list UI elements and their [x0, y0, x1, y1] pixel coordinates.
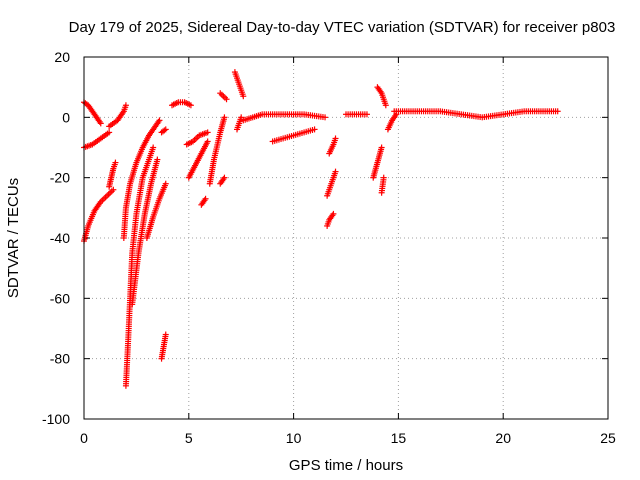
data-point — [378, 144, 385, 151]
data-point — [380, 174, 387, 181]
y-tick-label: 0 — [62, 109, 70, 125]
x-tick-label: 20 — [495, 430, 511, 446]
data-point — [122, 102, 129, 109]
data-points — [81, 69, 561, 389]
data-point — [161, 127, 168, 134]
data-point — [330, 210, 337, 217]
x-tick-label: 5 — [185, 430, 193, 446]
data-point — [332, 135, 339, 142]
data-point — [238, 114, 245, 121]
data-point — [202, 195, 209, 202]
grid — [84, 57, 608, 419]
data-point — [363, 111, 370, 118]
axis-ticks: 0 5 10 15 20 25 -100 -80 -60 -40 -20 0 20 — [42, 49, 616, 446]
plot-frame — [83, 56, 609, 420]
x-tick-label: 0 — [80, 430, 88, 446]
data-point — [204, 138, 211, 145]
y-axis-label: SDTVAR / TECUs — [5, 178, 22, 298]
data-point — [156, 117, 163, 124]
data-point — [221, 174, 228, 181]
y-tick-label: -100 — [42, 411, 70, 427]
data-point — [162, 331, 169, 338]
data-point — [97, 120, 104, 127]
y-tick-label: 20 — [54, 49, 70, 65]
data-point — [112, 159, 119, 166]
data-point — [110, 186, 117, 193]
x-axis-label: GPS time / hours — [289, 457, 403, 474]
data-point — [332, 168, 339, 175]
data-point — [554, 108, 561, 115]
x-tick-label: 25 — [600, 430, 616, 446]
data-point — [221, 114, 228, 121]
data-point — [223, 96, 230, 103]
data-point — [240, 93, 247, 100]
data-point — [322, 114, 329, 121]
x-tick-label: 10 — [286, 430, 302, 446]
chart-title: Day 179 of 2025, Sidereal Day-to-day VTE… — [69, 19, 616, 36]
data-point — [150, 144, 157, 151]
data-point — [162, 126, 169, 133]
y-tick-label: -80 — [50, 351, 70, 367]
data-point — [106, 129, 113, 136]
data-point — [311, 126, 318, 133]
y-tick-label: -60 — [50, 290, 70, 306]
y-tick-label: -40 — [50, 230, 70, 246]
data-point — [382, 102, 389, 109]
data-point — [154, 156, 161, 163]
y-tick-label: -20 — [50, 170, 70, 186]
data-point — [162, 180, 169, 187]
data-point — [187, 102, 194, 109]
data-point — [204, 129, 211, 136]
x-tick-label: 15 — [391, 430, 407, 446]
